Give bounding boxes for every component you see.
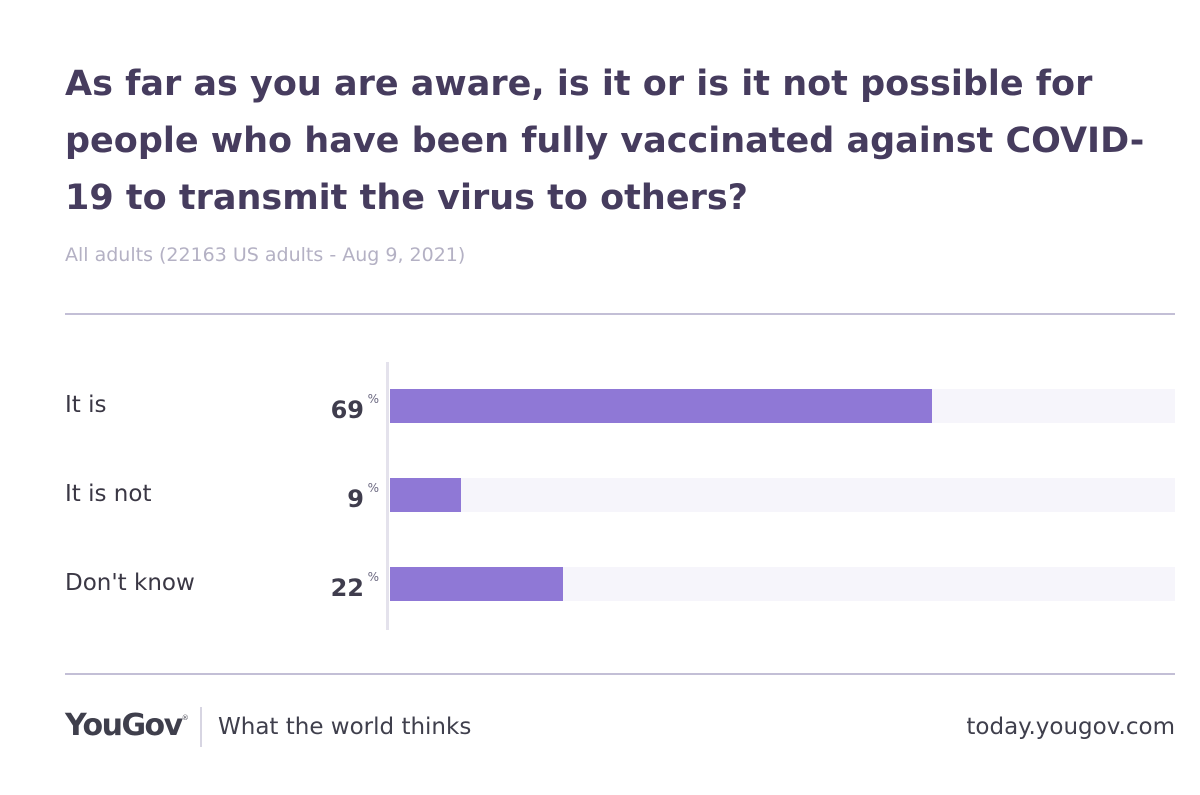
bar-row-it-is-not: It is not 9%	[0, 477, 1200, 517]
category-label: It is not	[65, 481, 152, 507]
bar-row-dont-know: Don't know 22%	[0, 566, 1200, 606]
footer-divider	[200, 707, 202, 747]
category-label: It is	[65, 392, 107, 418]
top-divider	[65, 313, 1175, 315]
logo-text: YouGov	[65, 708, 183, 743]
bar	[390, 478, 461, 512]
chart-title: As far as you are aware, is it or is it …	[65, 64, 1145, 218]
bar-row-it-is: It is 69%	[0, 388, 1200, 428]
value-label: 69%	[330, 392, 379, 424]
bar-track	[390, 478, 1175, 512]
value-label: 9%	[347, 481, 379, 513]
bar-track	[390, 567, 1175, 601]
bar	[390, 389, 932, 423]
footer-tagline: What the world thinks	[218, 714, 472, 740]
bar-track	[390, 389, 1175, 423]
value-number: 22	[330, 574, 364, 602]
category-label: Don't know	[65, 570, 195, 596]
value-label: 22%	[330, 570, 379, 602]
footer-url-link[interactable]: today.yougov.com	[966, 714, 1175, 740]
percent-sign: %	[367, 570, 379, 584]
bottom-divider	[65, 673, 1175, 675]
registered-mark: ®	[181, 714, 189, 722]
value-number: 9	[347, 485, 364, 513]
percent-sign: %	[367, 392, 379, 406]
yougov-logo[interactable]: YouGov®	[65, 708, 189, 743]
chart-subtitle: All adults (22163 US adults - Aug 9, 202…	[65, 244, 466, 266]
bar	[390, 567, 563, 601]
percent-sign: %	[367, 481, 379, 495]
baseline-axis	[386, 362, 389, 630]
value-number: 69	[330, 396, 364, 424]
